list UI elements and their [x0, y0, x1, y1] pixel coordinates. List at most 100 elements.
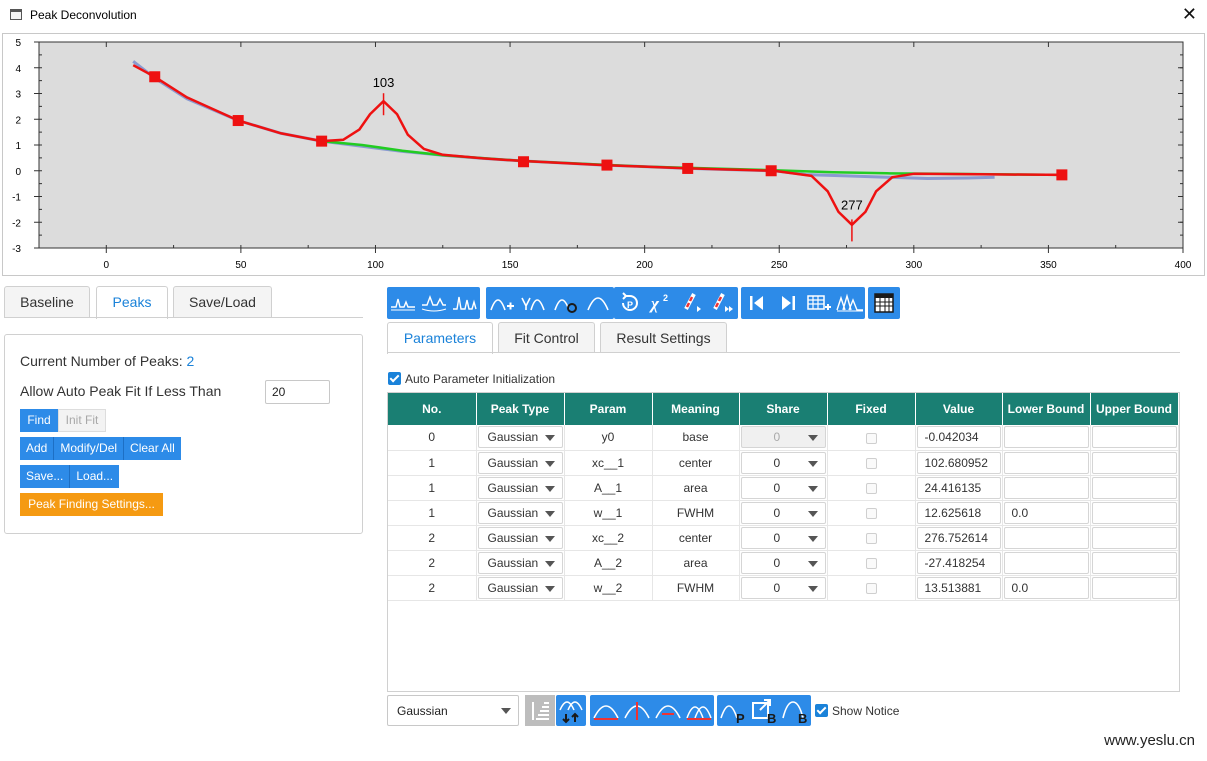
- auto-param-checkbox[interactable]: [388, 372, 401, 385]
- next-icon[interactable]: [772, 287, 803, 319]
- fit-step-icon[interactable]: [676, 287, 707, 319]
- col-header-fixed[interactable]: Fixed: [827, 393, 916, 425]
- share-dropdown[interactable]: 0: [740, 551, 826, 574]
- cell-fixed[interactable]: [827, 575, 916, 601]
- cell-upper-bound[interactable]: [1090, 475, 1179, 501]
- residual-view-icon[interactable]: [449, 287, 480, 319]
- cell-peak-type[interactable]: Gaussian: [476, 425, 565, 451]
- cell-lower-bound[interactable]: 0.0: [1002, 575, 1091, 601]
- lower-bound-input[interactable]: 0.0: [1003, 501, 1089, 524]
- peak-type-select[interactable]: Gaussian: [387, 695, 519, 726]
- cell-peak-type[interactable]: Gaussian: [476, 525, 565, 551]
- init-fit-button[interactable]: Init Fit: [58, 409, 106, 432]
- col-header-param[interactable]: Param: [564, 393, 653, 425]
- value-input[interactable]: -0.042034: [916, 426, 1001, 449]
- cell-value[interactable]: 102.680952: [915, 450, 1003, 476]
- cell-upper-bound[interactable]: [1090, 575, 1179, 601]
- peak-type-dropdown[interactable]: Gaussian: [477, 476, 563, 499]
- add-peak-icon[interactable]: [486, 287, 518, 319]
- cell-peak-type[interactable]: Gaussian: [476, 550, 565, 576]
- prev-icon[interactable]: [741, 287, 772, 319]
- upper-bound-input[interactable]: [1091, 426, 1177, 449]
- close-button[interactable]: ✕: [1181, 4, 1197, 24]
- cell-fixed[interactable]: [827, 450, 916, 476]
- cell-value[interactable]: -0.042034: [915, 425, 1003, 451]
- cell-peak-type[interactable]: Gaussian: [476, 475, 565, 501]
- cell-lower-bound[interactable]: [1002, 525, 1091, 551]
- fixed-checkbox[interactable]: [865, 557, 877, 569]
- add-table-icon[interactable]: [803, 287, 834, 319]
- modify-del-button[interactable]: Modify/Del: [54, 437, 125, 460]
- fixed-checkbox[interactable]: [865, 432, 877, 444]
- peak-type-dropdown[interactable]: Gaussian: [477, 501, 563, 524]
- cell-value[interactable]: 12.625618: [915, 500, 1003, 526]
- peak-width-icon[interactable]: [590, 695, 621, 726]
- peak-param-p-icon[interactable]: P: [717, 695, 748, 726]
- peak-shape-icon[interactable]: [582, 287, 614, 319]
- lower-bound-input[interactable]: [1003, 526, 1089, 549]
- value-input[interactable]: 13.513881: [916, 576, 1001, 599]
- value-input[interactable]: -27.418254: [916, 551, 1001, 574]
- value-input[interactable]: 12.625618: [916, 501, 1001, 524]
- upper-bound-input[interactable]: [1091, 526, 1177, 549]
- fixed-checkbox[interactable]: [865, 532, 877, 544]
- value-input[interactable]: 102.680952: [916, 451, 1001, 474]
- cell-lower-bound[interactable]: [1002, 425, 1091, 451]
- cell-lower-bound[interactable]: [1002, 475, 1091, 501]
- cell-share[interactable]: 0: [739, 475, 828, 501]
- cell-fixed[interactable]: [827, 475, 916, 501]
- peak-area-icon[interactable]: [683, 695, 714, 726]
- modify-peak-icon[interactable]: [550, 287, 582, 319]
- cell-share[interactable]: 0: [739, 550, 828, 576]
- find-button[interactable]: Find: [20, 409, 58, 432]
- peaks-overlay-icon[interactable]: [834, 287, 865, 319]
- cell-lower-bound[interactable]: [1002, 550, 1091, 576]
- cell-upper-bound[interactable]: [1090, 425, 1179, 451]
- peak-type-dropdown[interactable]: Gaussian: [477, 426, 563, 449]
- upper-bound-input[interactable]: [1091, 451, 1177, 474]
- cell-upper-bound[interactable]: [1090, 525, 1179, 551]
- tab-fit-control[interactable]: Fit Control: [498, 322, 595, 353]
- peak-type-dropdown[interactable]: Gaussian: [477, 526, 563, 549]
- col-header-meaning[interactable]: Meaning: [652, 393, 740, 425]
- reorder-peaks-icon[interactable]: [556, 695, 586, 726]
- upper-bound-input[interactable]: [1091, 501, 1177, 524]
- show-notice-checkbox[interactable]: [815, 704, 828, 717]
- lower-bound-input[interactable]: [1003, 476, 1089, 499]
- cell-share[interactable]: 0: [739, 575, 828, 601]
- lower-bound-input[interactable]: [1003, 551, 1089, 574]
- cell-value[interactable]: 276.752614: [915, 525, 1003, 551]
- col-header-share[interactable]: Share: [739, 393, 828, 425]
- cell-fixed[interactable]: [827, 500, 916, 526]
- fixed-checkbox[interactable]: [865, 482, 877, 494]
- baseline-b-icon[interactable]: B: [779, 695, 810, 726]
- cell-value[interactable]: 13.513881: [915, 575, 1003, 601]
- fixed-checkbox[interactable]: [865, 507, 877, 519]
- peak-height-icon[interactable]: [652, 695, 683, 726]
- share-dropdown[interactable]: 0: [740, 576, 826, 599]
- lower-bound-input[interactable]: 0.0: [1003, 576, 1089, 599]
- upper-bound-input[interactable]: [1091, 476, 1177, 499]
- cell-share[interactable]: 0: [739, 525, 828, 551]
- cell-fixed[interactable]: [827, 425, 916, 451]
- cell-upper-bound[interactable]: [1090, 550, 1179, 576]
- find-peak-icon[interactable]: [518, 287, 550, 319]
- peaks-view-icon[interactable]: [418, 287, 449, 319]
- peak-finding-settings-button[interactable]: Peak Finding Settings...: [20, 493, 163, 516]
- fixed-checkbox[interactable]: [865, 582, 877, 594]
- baseline-view-icon[interactable]: [387, 287, 418, 319]
- peak-type-dropdown[interactable]: Gaussian: [477, 551, 563, 574]
- fixed-checkbox[interactable]: [865, 457, 877, 469]
- cell-fixed[interactable]: [827, 550, 916, 576]
- tab-baseline[interactable]: Baseline: [4, 286, 90, 318]
- cell-peak-type[interactable]: Gaussian: [476, 575, 565, 601]
- lower-bound-input[interactable]: [1003, 451, 1089, 474]
- col-header-value[interactable]: Value: [915, 393, 1003, 425]
- tab-peaks[interactable]: Peaks: [96, 286, 168, 319]
- col-header-peak-type[interactable]: Peak Type: [476, 393, 565, 425]
- cell-upper-bound[interactable]: [1090, 500, 1179, 526]
- report-table-icon[interactable]: [868, 287, 900, 319]
- col-header-no[interactable]: No.: [388, 393, 477, 425]
- cell-upper-bound[interactable]: [1090, 450, 1179, 476]
